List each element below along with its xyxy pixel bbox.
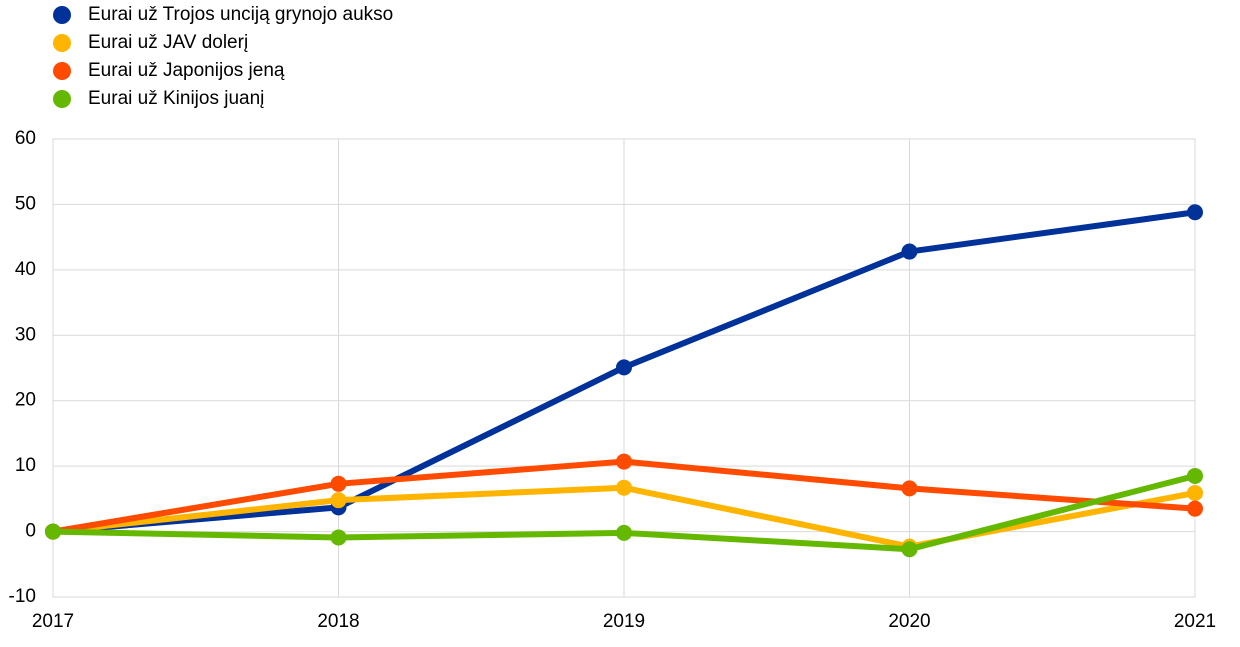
legend-marker [53,90,71,108]
legend-label: Eurai už Trojos unciją grynojo aukso [88,4,393,25]
legend-marker [53,34,71,52]
y-tick-label: 40 [15,259,36,280]
data-point [45,523,61,540]
data-point [616,453,632,470]
data-point [330,529,347,546]
x-tick-label: 2018 [317,611,359,632]
x-tick-label: 2017 [32,611,74,632]
legend-label: Eurai už Japonijos jeną [88,60,285,81]
data-point [330,492,347,509]
legend-marker [53,62,71,80]
y-tick-label: 30 [15,324,36,345]
data-point [1187,500,1203,517]
y-tick-label: -10 [9,586,36,607]
data-point [1187,484,1203,501]
data-point [330,475,347,492]
x-tick-label: 2019 [603,611,645,632]
y-tick-label: 10 [15,455,36,476]
data-point [1187,204,1203,221]
legend-marker [53,6,71,24]
data-point [616,524,632,541]
data-point [1187,467,1203,484]
y-tick-label: 50 [15,193,36,214]
legend-label: Eurai už Kinijos juanį [88,88,264,109]
x-tick-label: 2021 [1174,611,1216,632]
data-point [901,243,918,260]
data-point [901,480,918,497]
data-point [616,479,632,496]
y-tick-label: 0 [25,521,36,542]
y-tick-label: 60 [15,128,36,149]
data-point [616,359,632,376]
data-point [901,541,918,558]
x-tick-label: 2020 [888,611,930,632]
y-tick-label: 20 [15,390,36,411]
legend-label: Eurai už JAV dolerį [88,32,248,53]
